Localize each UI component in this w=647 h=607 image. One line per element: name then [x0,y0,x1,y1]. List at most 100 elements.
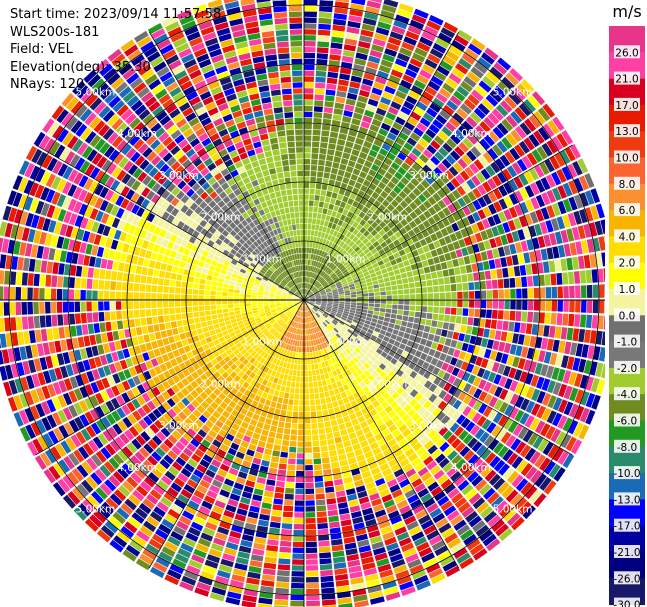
velocity-gate [370,229,378,237]
velocity-gate [325,396,332,404]
velocity-gate [331,210,337,218]
velocity-gate [310,322,313,328]
velocity-gate [278,463,287,470]
velocity-gate [328,179,335,186]
velocity-gate [473,61,488,74]
velocity-gate [413,536,427,547]
velocity-gate [356,454,366,462]
velocity-gate [455,63,469,75]
velocity-gate [311,322,315,328]
velocity-gate [192,300,198,306]
velocity-gate [304,82,314,88]
velocity-gate [21,287,27,300]
velocity-gate [392,295,398,300]
velocity-gate [328,515,339,523]
velocity-gate [304,329,306,335]
velocity-gate [484,469,497,482]
velocity-gate [379,569,394,579]
velocity-gate [374,552,388,562]
velocity-gate [305,553,318,559]
velocity-gate [409,19,425,30]
velocity-gate [410,294,416,300]
velocity-gate [365,201,373,209]
velocity-gate [511,162,523,175]
velocity-gate [313,357,318,364]
velocity-gate [575,343,584,357]
velocity-gate [304,88,314,94]
velocity-gate [308,310,312,316]
velocity-gate [329,521,340,529]
velocity-gate [398,249,406,257]
velocity-gate [307,291,312,296]
velocity-gate [334,326,341,331]
velocity-gate [453,475,466,487]
velocity-gate [15,271,23,286]
velocity-gate [283,505,294,512]
velocity-gate [358,321,364,326]
velocity-gate [309,298,316,300]
velocity-gate [89,334,97,346]
velocity-gate [527,95,541,109]
velocity-gate [484,270,491,280]
velocity-gate [577,158,589,174]
velocity-gate [394,231,402,239]
velocity-gate [340,67,352,75]
velocity-gate [314,281,319,287]
velocity-gate [355,311,362,315]
velocity-gate [480,448,492,461]
velocity-gate [408,316,415,323]
velocity-gate [419,318,426,325]
velocity-gate [357,300,363,303]
velocity-gate [373,341,381,348]
velocity-gate [481,338,489,348]
velocity-gate [323,311,329,316]
velocity-gate [473,317,480,327]
velocity-gate [156,339,164,348]
velocity-gate [409,211,418,220]
velocity-gate [509,393,519,406]
velocity-gate [309,300,316,303]
velocity-gate [294,394,300,400]
velocity-gate [542,103,556,118]
velocity-gate [553,467,566,482]
velocity-gate [443,21,459,34]
velocity-gate [300,382,304,388]
velocity-gate [118,262,125,272]
velocity-gate [352,319,359,324]
velocity-gate [175,287,181,294]
velocity-gate [86,312,93,323]
velocity-gate [304,358,308,365]
velocity-gate [370,213,378,221]
velocity-gate [312,321,316,327]
velocity-gate [357,539,370,548]
velocity-gate [413,106,425,117]
velocity-gate [276,576,290,583]
velocity-gate [234,307,240,311]
velocity-gate [353,594,368,603]
velocity-gate [346,211,354,218]
velocity-gate [356,324,363,329]
velocity-gate [480,290,487,299]
velocity-gate [388,254,395,261]
velocity-gate [319,316,325,322]
velocity-gate [543,460,556,475]
velocity-gate [299,317,302,323]
velocity-gate [347,316,353,321]
velocity-gate [333,296,339,299]
velocity-gate [321,303,327,306]
velocity-gate [355,137,364,146]
velocity-gate [479,483,492,496]
velocity-gate [295,494,304,500]
velocity-gate [360,84,372,92]
velocity-gate [586,284,593,298]
velocity-gate [313,464,322,471]
velocity-gate [334,316,341,321]
velocity-gate [306,317,308,323]
velocity-gate [479,431,490,444]
velocity-gate [330,330,336,336]
velocity-gate [474,290,481,299]
velocity-gate [210,290,216,296]
velocity-gate [446,434,457,445]
velocity-gate [404,489,416,499]
velocity-gate [472,200,482,211]
